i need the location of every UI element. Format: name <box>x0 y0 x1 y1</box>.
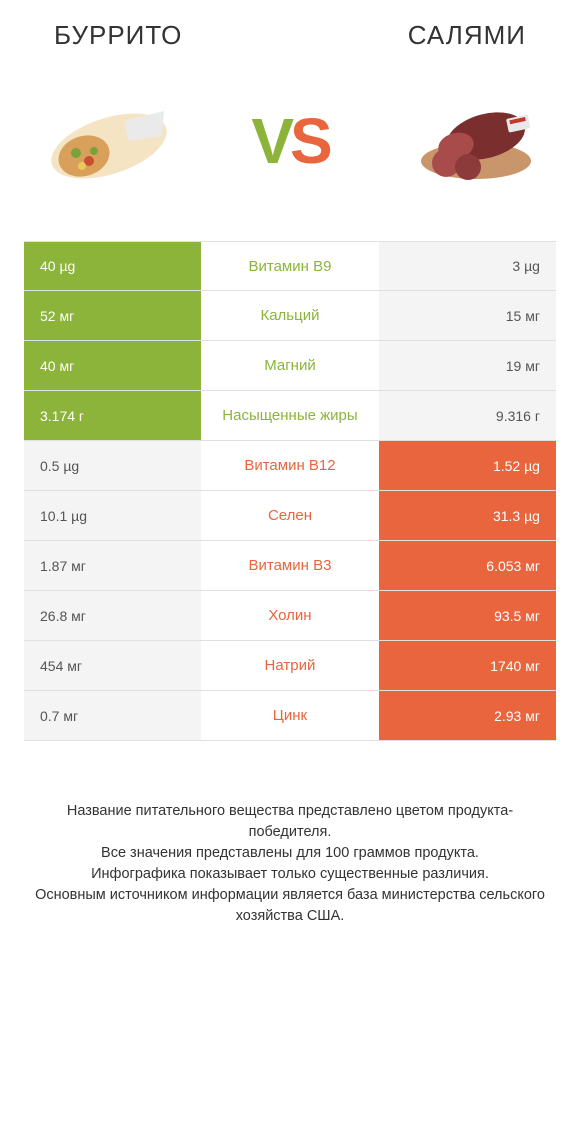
table-row: 40 мгМагний19 мг <box>24 341 556 391</box>
right-value: 2.93 мг <box>379 691 556 740</box>
left-title: БУРРИТО <box>54 20 182 51</box>
nutrient-label: Витамин B12 <box>201 441 378 490</box>
right-value: 1.52 µg <box>379 441 556 490</box>
nutrient-label: Магний <box>201 341 378 390</box>
table-row: 3.174 гНасыщенные жиры9.316 г <box>24 391 556 441</box>
vs-v: V <box>251 105 290 177</box>
nutrient-label: Витамин B3 <box>201 541 378 590</box>
left-value: 52 мг <box>24 291 201 340</box>
footnote-line: Название питательного вещества представл… <box>34 801 546 843</box>
footnote: Название питательного вещества представл… <box>24 801 556 927</box>
left-value: 40 µg <box>24 242 201 290</box>
right-value: 19 мг <box>379 341 556 390</box>
right-value: 3 µg <box>379 242 556 290</box>
right-value: 9.316 г <box>379 391 556 440</box>
left-value: 0.7 мг <box>24 691 201 740</box>
left-value: 1.87 мг <box>24 541 201 590</box>
right-value: 6.053 мг <box>379 541 556 590</box>
right-value: 93.5 мг <box>379 591 556 640</box>
footnote-line: Основным источником информации является … <box>34 885 546 927</box>
nutrient-label: Холин <box>201 591 378 640</box>
table-row: 52 мгКальций15 мг <box>24 291 556 341</box>
left-value: 3.174 г <box>24 391 201 440</box>
comparison-table: 40 µgВитамин B93 µg52 мгКальций15 мг40 м… <box>24 241 556 741</box>
salami-icon <box>396 91 546 191</box>
table-row: 0.7 мгЦинк2.93 мг <box>24 691 556 741</box>
vs-row: VS <box>24 91 556 191</box>
nutrient-label: Натрий <box>201 641 378 690</box>
nutrient-label: Насыщенные жиры <box>201 391 378 440</box>
table-row: 26.8 мгХолин93.5 мг <box>24 591 556 641</box>
footnote-line: Все значения представлены для 100 граммо… <box>34 843 546 864</box>
burrito-icon <box>34 91 184 191</box>
left-value: 454 мг <box>24 641 201 690</box>
table-row: 10.1 µgСелен31.3 µg <box>24 491 556 541</box>
vs-label: VS <box>251 104 328 178</box>
footnote-line: Инфографика показывает только существенн… <box>34 864 546 885</box>
right-title: САЛЯМИ <box>408 20 526 51</box>
vs-s: S <box>290 105 329 177</box>
right-value: 1740 мг <box>379 641 556 690</box>
left-value: 26.8 мг <box>24 591 201 640</box>
left-value: 10.1 µg <box>24 491 201 540</box>
table-row: 1.87 мгВитамин B36.053 мг <box>24 541 556 591</box>
table-row: 40 µgВитамин B93 µg <box>24 241 556 291</box>
nutrient-label: Кальций <box>201 291 378 340</box>
left-value: 40 мг <box>24 341 201 390</box>
table-row: 0.5 µgВитамин B121.52 µg <box>24 441 556 491</box>
left-value: 0.5 µg <box>24 441 201 490</box>
table-row: 454 мгНатрий1740 мг <box>24 641 556 691</box>
right-value: 31.3 µg <box>379 491 556 540</box>
nutrient-label: Селен <box>201 491 378 540</box>
nutrient-label: Витамин B9 <box>201 242 378 290</box>
titles-row: БУРРИТО САЛЯМИ <box>24 20 556 51</box>
right-value: 15 мг <box>379 291 556 340</box>
nutrient-label: Цинк <box>201 691 378 740</box>
